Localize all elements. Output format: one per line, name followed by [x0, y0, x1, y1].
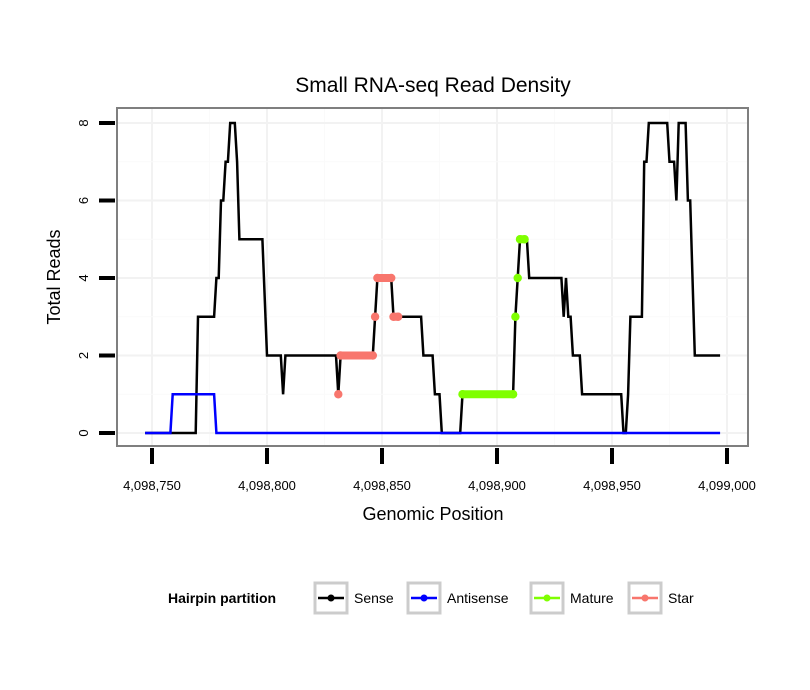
chart-title: Small RNA-seq Read Density — [295, 74, 571, 97]
x-axis: 4,098,750 4,098,800 4,098,850 4,098,900 4,09… — [123, 448, 756, 493]
legend-label: Sense — [354, 590, 394, 606]
legend-item-star: Star — [627, 581, 694, 615]
x-tick-label: 4,098,800 — [238, 478, 296, 493]
y-axis: 0 2 4 6 8 — [76, 119, 115, 437]
series-layer — [145, 121, 721, 435]
legend-label: Star — [668, 590, 694, 606]
y-tick-label: 2 — [76, 352, 91, 359]
series-point-mature — [458, 390, 467, 399]
legend-key-point — [641, 594, 649, 602]
series-point-star — [393, 312, 403, 321]
x-tick-label: 4,098,900 — [468, 478, 526, 493]
x-tick-label: 4,098,850 — [353, 478, 411, 493]
legend-label: Mature — [570, 590, 614, 606]
series-point-mature — [508, 390, 518, 399]
y-tick-label: 0 — [76, 429, 91, 436]
panel-border — [116, 107, 749, 447]
legend-title: Hairpin partition — [168, 590, 276, 606]
legend-key-point — [543, 594, 551, 602]
legend-key-point — [327, 594, 335, 602]
x-tick-label: 4,098,750 — [123, 478, 181, 493]
x-axis-title: Genomic Position — [362, 504, 503, 524]
series-point-star — [368, 351, 377, 360]
x-tick-label: 4,099,000 — [698, 478, 756, 493]
series-point-mature — [513, 273, 522, 283]
legend-item-antisense: Antisense — [406, 581, 509, 615]
series-point-star — [387, 273, 396, 283]
series-point-mature — [520, 235, 529, 244]
series-point-star — [334, 390, 343, 399]
legend-label: Antisense — [447, 590, 509, 606]
plot-panel — [116, 107, 749, 447]
series-point-star — [336, 351, 345, 360]
x-tick-label: 4,098,950 — [583, 478, 641, 493]
series-point-star — [373, 273, 382, 283]
y-tick-label: 8 — [76, 119, 91, 126]
legend: Hairpin partition Sense Antisense Mature St… — [168, 581, 694, 615]
y-axis-title: Total Reads — [44, 229, 64, 324]
legend-item-sense: Sense — [313, 581, 394, 615]
series-line-antisense — [145, 393, 721, 435]
y-tick-label: 4 — [76, 274, 91, 281]
y-tick-label: 6 — [76, 197, 91, 204]
series-point-star — [370, 312, 380, 321]
series-point-mature — [511, 312, 520, 321]
legend-item-mature: Mature — [529, 581, 614, 615]
legend-items: Sense Antisense Mature Star — [313, 581, 694, 615]
series-line-sense — [145, 121, 721, 435]
legend-key-point — [420, 594, 428, 602]
